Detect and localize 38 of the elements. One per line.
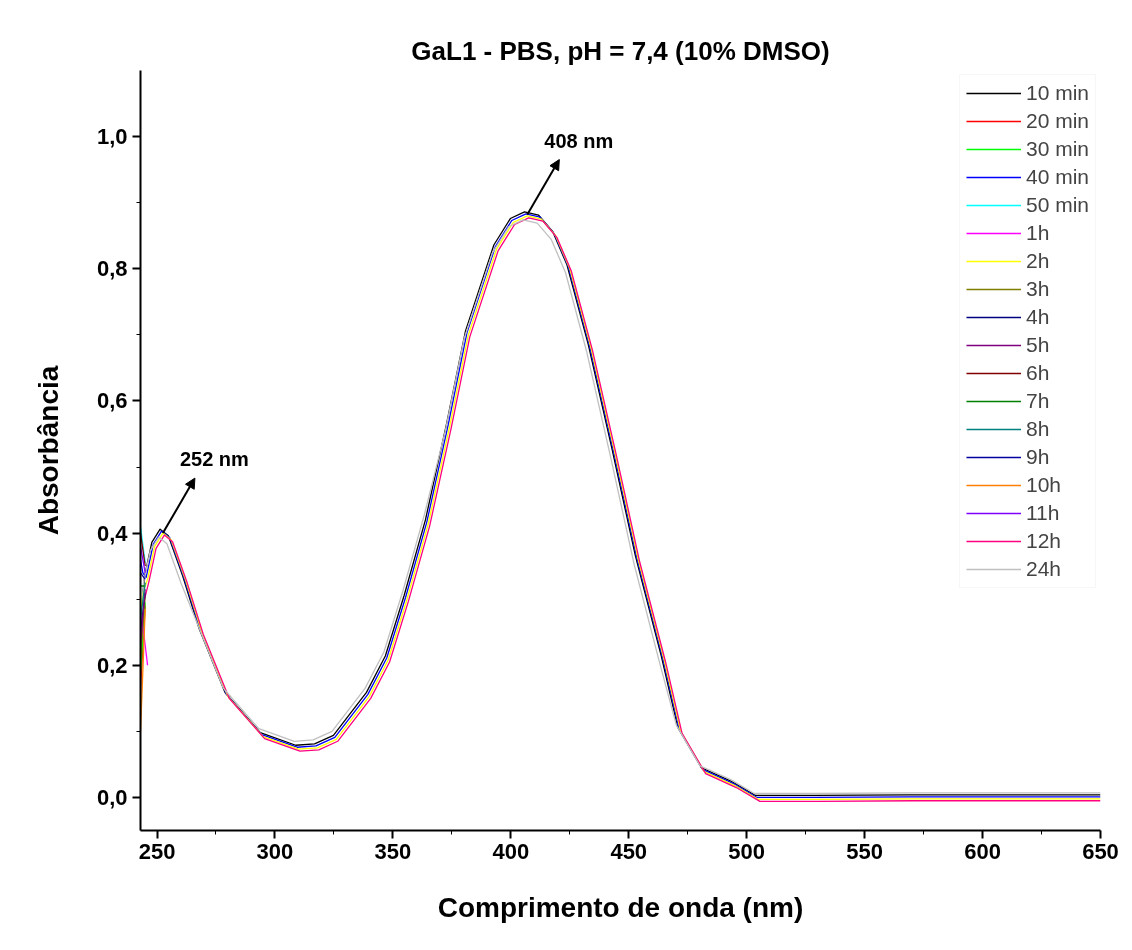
y-tick-label: 0,2 (96, 652, 128, 678)
annotation: 408 nm (544, 129, 614, 152)
x-tick-label: 600 (964, 838, 1001, 864)
legend-label: 12h (1025, 529, 1062, 553)
y-tick-label: 0,8 (96, 256, 128, 282)
x-tick-label: 400 (492, 838, 530, 864)
legend-label: 8h (1025, 417, 1050, 441)
legend-label: 11h (1025, 501, 1060, 525)
y-tick-label: 0,4 (96, 520, 129, 546)
x-tick-label: 550 (846, 838, 883, 864)
legend-label: 4h (1025, 305, 1050, 329)
y-axis-title: Absorbância (32, 365, 64, 536)
legend-label: 40 min (1025, 165, 1089, 189)
x-tick-label: 500 (728, 838, 766, 864)
legend-label: 6h (1025, 361, 1050, 385)
x-tick-label: 250 (138, 838, 176, 864)
legend-label: 30 min (1025, 137, 1089, 161)
y-tick-label: 0,0 (96, 784, 128, 810)
x-tick-label: 300 (256, 838, 294, 864)
legend-label: 3h (1025, 277, 1050, 301)
legend-label: 24h (1025, 557, 1062, 581)
legend-label: 1h (1025, 221, 1050, 245)
legend-label: 50 min (1025, 193, 1089, 217)
y-tick-label: 0,6 (96, 388, 128, 414)
x-tick-label: 650 (1082, 838, 1119, 864)
chart-title: GaL1 - PBS, pH = 7,4 (10% DMSO) (411, 35, 830, 66)
annotation: 252 nm (179, 448, 249, 471)
x-tick-label: 450 (610, 838, 648, 864)
y-tick-label: 1,0 (96, 124, 128, 150)
legend-label: 5h (1025, 333, 1050, 357)
legend-label: 10 min (1025, 81, 1089, 105)
legend-label: 9h (1025, 445, 1050, 469)
legend-label: 20 min (1025, 109, 1089, 133)
legend-label: 7h (1025, 389, 1050, 413)
x-tick-label: 350 (374, 838, 412, 864)
legend-label: 2h (1025, 249, 1050, 273)
legend-label: 10h (1025, 473, 1062, 497)
x-axis-title: Comprimento de onda (nm) (437, 891, 804, 923)
